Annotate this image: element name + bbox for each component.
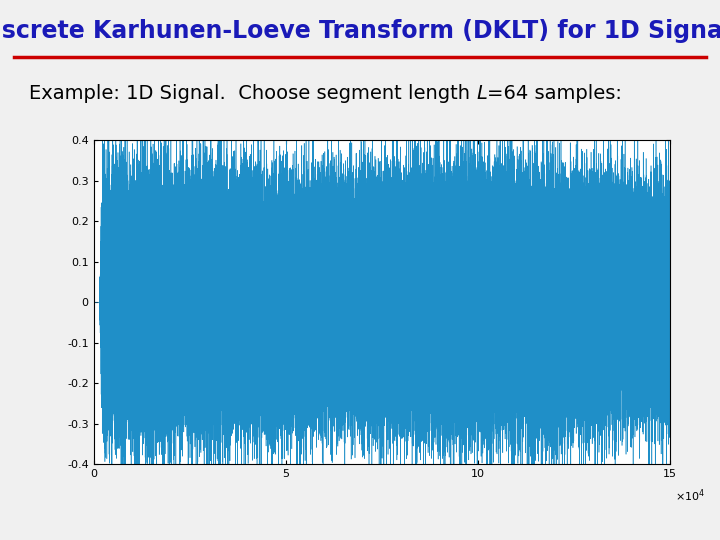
Text: =64 samples:: =64 samples: [487, 84, 622, 103]
Text: Example: 1D Signal.  Choose segment length: Example: 1D Signal. Choose segment lengt… [29, 84, 476, 103]
Text: Discrete Karhunen-Loeve Transform (DKLT) for 1D Signals: Discrete Karhunen-Loeve Transform (DKLT)… [0, 19, 720, 43]
Text: $\times10^4$: $\times10^4$ [675, 487, 706, 504]
Text: L: L [476, 84, 487, 103]
